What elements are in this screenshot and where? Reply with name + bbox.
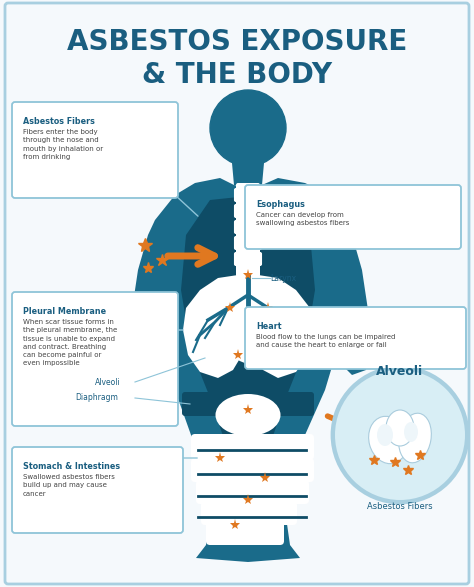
Text: Alveoli: Alveoli (376, 365, 424, 378)
Text: Alveoli: Alveoli (95, 377, 121, 386)
FancyBboxPatch shape (191, 434, 314, 460)
FancyArrowPatch shape (168, 248, 214, 264)
Text: Diaphragm: Diaphragm (75, 393, 118, 403)
Text: Heart: Heart (256, 322, 282, 331)
Circle shape (332, 367, 468, 503)
Ellipse shape (386, 410, 414, 446)
FancyBboxPatch shape (236, 183, 260, 277)
Ellipse shape (399, 413, 431, 463)
Text: Stomach & Intestines: Stomach & Intestines (23, 462, 120, 471)
FancyBboxPatch shape (182, 392, 314, 416)
Polygon shape (181, 196, 315, 455)
Text: When scar tissue forms in
the pleural membrane, the
tissue is unable to expand
a: When scar tissue forms in the pleural me… (23, 319, 117, 366)
FancyBboxPatch shape (196, 480, 309, 504)
Polygon shape (152, 178, 348, 562)
Circle shape (335, 370, 465, 500)
FancyBboxPatch shape (206, 521, 284, 545)
FancyBboxPatch shape (5, 3, 469, 584)
Ellipse shape (377, 424, 393, 446)
Ellipse shape (404, 422, 418, 442)
FancyBboxPatch shape (12, 447, 183, 533)
Circle shape (226, 312, 278, 364)
Polygon shape (232, 163, 264, 185)
Circle shape (210, 90, 286, 166)
Text: Asbestos Fibers: Asbestos Fibers (23, 117, 95, 126)
FancyBboxPatch shape (245, 307, 466, 369)
FancyBboxPatch shape (244, 185, 254, 275)
FancyBboxPatch shape (12, 102, 178, 198)
Text: Cancer can develop from
swallowing asbestos fibers: Cancer can develop from swallowing asbes… (256, 212, 349, 226)
Text: Fibers enter the body
through the nose and
mouth by inhalation or
from drinking: Fibers enter the body through the nose a… (23, 129, 103, 160)
Ellipse shape (369, 416, 407, 464)
Ellipse shape (216, 394, 281, 436)
FancyBboxPatch shape (201, 501, 297, 525)
Polygon shape (183, 275, 248, 378)
FancyBboxPatch shape (12, 292, 178, 426)
Polygon shape (130, 220, 170, 375)
Polygon shape (330, 220, 370, 375)
Text: Blood flow to the lungs can be impaired
and cause the heart to enlarge or fail: Blood flow to the lungs can be impaired … (256, 334, 395, 348)
Polygon shape (248, 275, 313, 378)
Text: Pleural Membrane: Pleural Membrane (23, 307, 106, 316)
Text: Esophagus: Esophagus (256, 200, 305, 209)
FancyArrowPatch shape (328, 416, 352, 427)
FancyBboxPatch shape (245, 185, 461, 249)
FancyBboxPatch shape (191, 458, 314, 482)
Text: ASBESTOS EXPOSURE: ASBESTOS EXPOSURE (67, 28, 407, 56)
Text: Larynx: Larynx (270, 274, 296, 282)
Text: Asbestos Fibers: Asbestos Fibers (367, 502, 433, 511)
Text: & THE BODY: & THE BODY (142, 61, 332, 89)
Text: Swallowed asbestos fibers
build up and may cause
cancer: Swallowed asbestos fibers build up and m… (23, 474, 115, 497)
